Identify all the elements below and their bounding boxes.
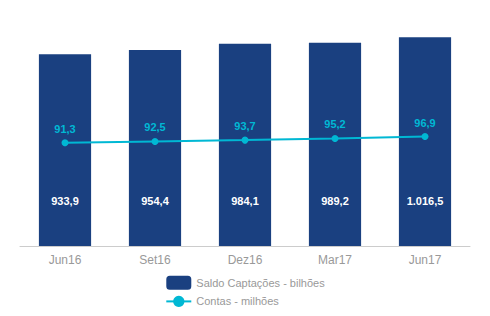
svg-text:933,9: 933,9 — [51, 195, 79, 207]
svg-text:1.016,5: 1.016,5 — [407, 195, 444, 207]
svg-text:989,2: 989,2 — [321, 195, 349, 207]
svg-text:954,4: 954,4 — [141, 195, 169, 207]
svg-text:Jun17: Jun17 — [409, 253, 442, 267]
svg-text:95,2: 95,2 — [324, 118, 345, 130]
svg-text:96,9: 96,9 — [414, 117, 435, 129]
svg-text:Saldo Captações - bilhões: Saldo Captações - bilhões — [196, 277, 325, 289]
svg-text:Mar17: Mar17 — [318, 253, 352, 267]
svg-text:Contas - milhões: Contas - milhões — [196, 295, 279, 307]
svg-text:Jun16: Jun16 — [49, 253, 82, 267]
svg-text:91,3: 91,3 — [54, 123, 75, 135]
svg-text:93,7: 93,7 — [234, 120, 255, 132]
svg-text:92,5: 92,5 — [144, 121, 165, 133]
svg-text:984,1: 984,1 — [231, 195, 259, 207]
svg-text:Dez16: Dez16 — [228, 253, 263, 267]
svg-text:Set16: Set16 — [139, 253, 171, 267]
